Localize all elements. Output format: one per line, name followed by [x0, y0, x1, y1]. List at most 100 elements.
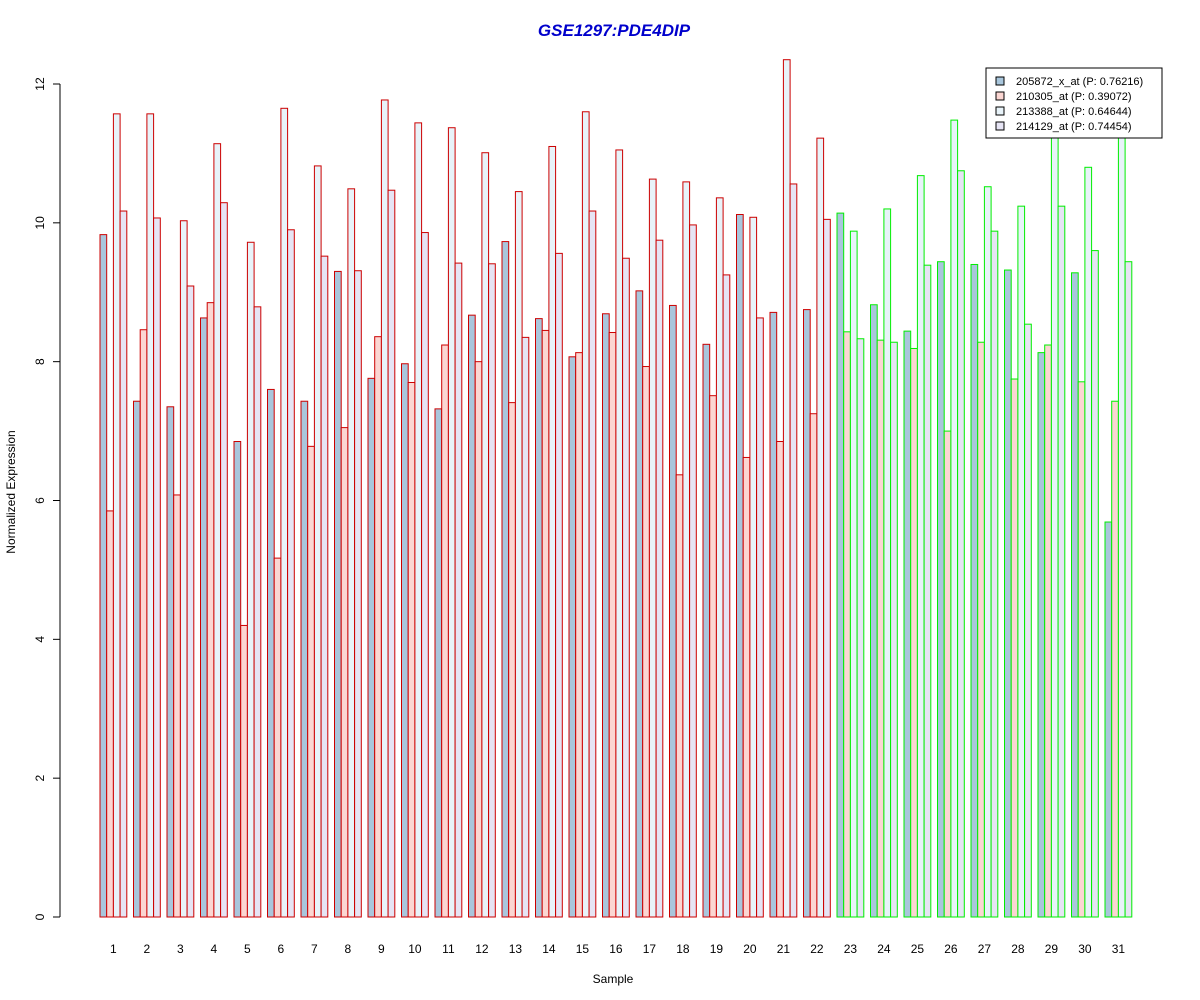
- bar: [186, 285, 195, 918]
- bar: [1124, 261, 1133, 918]
- bar: [876, 339, 885, 918]
- bar: [749, 216, 758, 918]
- bar: [267, 388, 275, 918]
- x-axis-tick-label: 5: [244, 942, 251, 956]
- bar: [521, 336, 530, 918]
- y-axis-tick-label: 0: [33, 913, 47, 920]
- x-axis-tick-label: 22: [810, 942, 824, 956]
- x-axis-tick-label: 2: [144, 942, 151, 956]
- legend-swatch: [995, 91, 1005, 101]
- legend-swatch: [995, 121, 1005, 131]
- bar: [910, 347, 918, 918]
- x-axis-tick-label: 31: [1112, 942, 1126, 956]
- bar: [602, 313, 610, 918]
- bar: [555, 252, 563, 918]
- bar: [354, 270, 362, 918]
- bar: [1050, 135, 1059, 918]
- x-axis-tick-label: 30: [1078, 942, 1092, 956]
- bar: [655, 239, 664, 918]
- bar: [139, 329, 148, 918]
- bar: [669, 304, 677, 918]
- bar: [99, 234, 108, 918]
- bar: [501, 241, 510, 918]
- bar: [508, 402, 516, 918]
- x-axis-tick-label: 4: [211, 942, 218, 956]
- bar: [782, 59, 791, 918]
- bar: [106, 510, 114, 918]
- bar: [957, 170, 965, 918]
- bar: [280, 107, 289, 918]
- bar: [789, 183, 798, 918]
- bar: [1104, 521, 1113, 918]
- bar: [803, 309, 811, 918]
- bar: [776, 441, 784, 918]
- x-axis-tick-label: 9: [378, 942, 385, 956]
- bar: [836, 212, 845, 918]
- bar: [689, 224, 697, 918]
- legend-box: [985, 67, 1163, 139]
- bar: [1084, 166, 1093, 918]
- bar: [1010, 378, 1019, 918]
- bar: [206, 302, 215, 918]
- bar: [1117, 132, 1126, 918]
- bar: [112, 113, 121, 918]
- bar: [950, 119, 959, 918]
- bar: [173, 494, 181, 918]
- legend-entry-label: 210305_at (P: 0.39072): [1016, 91, 1132, 103]
- bar: [937, 261, 945, 918]
- bar: [983, 186, 992, 918]
- bar: [535, 318, 543, 918]
- bar: [581, 111, 590, 918]
- bar: [622, 257, 630, 918]
- y-axis-tick-label: 2: [33, 775, 47, 782]
- legend-entry-label: 205872_x_at (P: 0.76216): [1016, 76, 1143, 88]
- bar: [340, 427, 349, 918]
- x-axis-tick-label: 15: [576, 942, 590, 956]
- x-axis-tick-label: 28: [1011, 942, 1025, 956]
- x-axis-tick-label: 26: [944, 942, 958, 956]
- bar: [823, 218, 831, 918]
- bar: [146, 113, 155, 918]
- bar: [313, 165, 322, 918]
- bar: [380, 99, 389, 918]
- bar: [246, 241, 255, 918]
- x-axis-tick-label: 7: [311, 942, 318, 956]
- bar: [635, 290, 644, 918]
- x-axis-tick-label: 1: [110, 942, 117, 956]
- bar: [1111, 400, 1119, 918]
- bar: [421, 232, 429, 918]
- bar: [1024, 323, 1032, 918]
- bar: [541, 329, 550, 918]
- x-axis-tick-label: 3: [177, 942, 184, 956]
- bar: [334, 270, 342, 918]
- bar: [233, 441, 242, 918]
- bar: [682, 181, 691, 918]
- bar: [1071, 272, 1079, 918]
- bar: [1044, 344, 1052, 918]
- y-axis-tick-label: 8: [33, 358, 47, 365]
- bar: [1017, 205, 1026, 918]
- x-axis-tick-label: 21: [777, 942, 791, 956]
- x-axis-tick-label: 14: [542, 942, 556, 956]
- x-axis-tick-label: 25: [911, 942, 925, 956]
- bar: [441, 344, 449, 918]
- bar: [468, 314, 476, 918]
- bar: [1091, 250, 1099, 918]
- bar: [702, 343, 711, 918]
- bar: [588, 210, 597, 918]
- x-axis-tick-label: 11: [442, 942, 455, 956]
- bar: [166, 406, 175, 918]
- bar: [407, 381, 416, 918]
- bar: [742, 456, 751, 918]
- bar: [903, 330, 912, 918]
- bar: [119, 210, 128, 918]
- bar: [1037, 352, 1046, 918]
- bar: [347, 188, 356, 918]
- y-axis-tick-label: 6: [33, 497, 47, 504]
- bar: [722, 274, 731, 918]
- bar: [736, 214, 744, 918]
- x-axis-tick-label: 10: [408, 942, 422, 956]
- legend-swatch: [995, 106, 1005, 116]
- y-axis-tick-label: 10: [33, 216, 47, 230]
- x-axis-tick-label: 13: [509, 942, 523, 956]
